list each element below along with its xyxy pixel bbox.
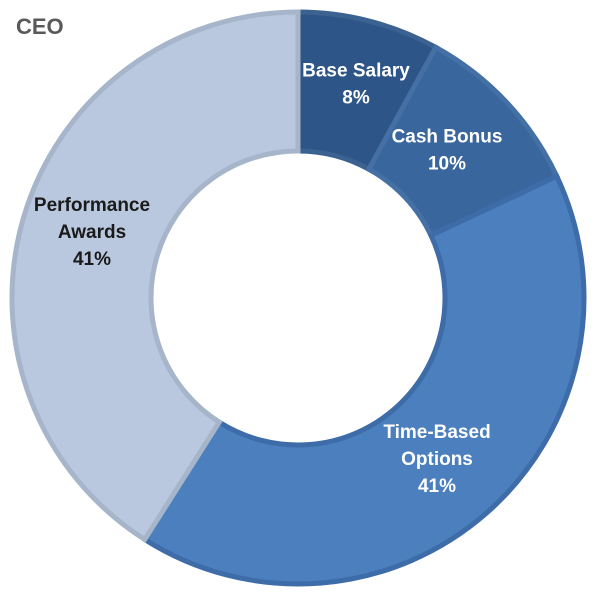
slice-name-label: Awards bbox=[58, 222, 126, 243]
slice-name-label: Performance bbox=[34, 195, 150, 216]
slice-name-label: Base Salary bbox=[302, 61, 410, 82]
slice-value-label: 41% bbox=[418, 476, 456, 497]
chart-title: CEO bbox=[16, 14, 64, 39]
slice-label-base-salary: Base Salary 8% bbox=[302, 61, 410, 109]
slice-name-label: Time-Based bbox=[383, 422, 490, 443]
slice-label-group: Base Salary 8% Cash Bonus 10% Time-Based Opti… bbox=[34, 61, 503, 498]
slice-group bbox=[9, 9, 587, 587]
slice-value-label: 8% bbox=[342, 88, 370, 109]
slice-name-label: Cash Bonus bbox=[392, 127, 503, 148]
slice-label-performance-awards: Performance Awards 41% bbox=[34, 195, 150, 270]
slice-performance-awards bbox=[9, 9, 301, 543]
slice-label-time-based-options: Time-Based Options 41% bbox=[383, 422, 490, 497]
slice-label-cash-bonus: Cash Bonus 10% bbox=[392, 127, 503, 175]
slice-value-label: 41% bbox=[73, 249, 111, 270]
slice-value-label: 10% bbox=[428, 154, 466, 175]
slice-time-based-options bbox=[141, 172, 587, 587]
slice-name-label: Options bbox=[401, 449, 473, 470]
